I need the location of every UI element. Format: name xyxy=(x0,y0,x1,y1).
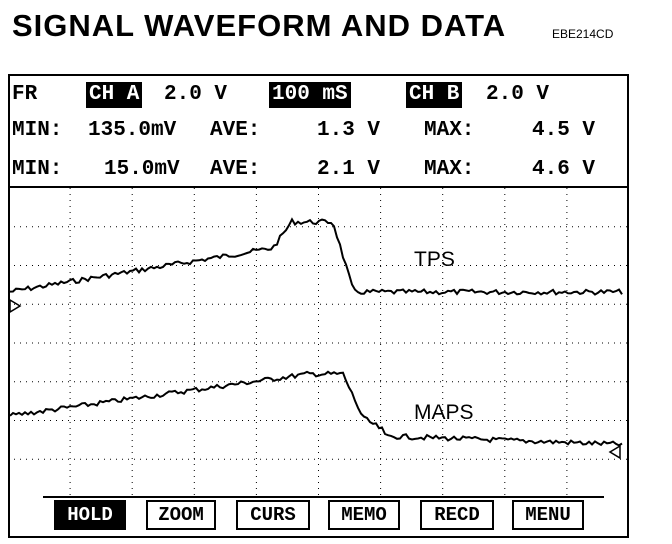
ch-b-max-label: MAX: xyxy=(424,158,475,181)
ch-b-ave-value: 2.1 V xyxy=(317,158,381,181)
ch-a-max-value: 4.5 V xyxy=(532,119,596,142)
hold-button[interactable]: HOLD xyxy=(54,500,126,530)
maps-trace xyxy=(9,370,623,447)
ch-b-label[interactable]: CH B xyxy=(406,82,463,108)
ch-a-scale: 2.0 V xyxy=(164,83,228,106)
ch-b-scale: 2.0 V xyxy=(486,83,550,106)
tps-label: TPS xyxy=(414,248,455,271)
figure-code: EBE214CD xyxy=(552,27,614,41)
tps-trace xyxy=(9,217,623,296)
header-separator xyxy=(8,186,629,188)
mode-indicator: FR xyxy=(12,83,38,106)
ch-a-ave-value: 1.3 V xyxy=(317,119,381,142)
ch-a-min-label: MIN: xyxy=(12,119,63,142)
page-title: SIGNAL WAVEFORM AND DATA xyxy=(12,8,507,43)
zoom-button[interactable]: ZOOM xyxy=(146,500,216,530)
ch-b-max-value: 4.6 V xyxy=(532,158,596,181)
waveform-display xyxy=(8,188,629,498)
ch-b-ave-label: AVE: xyxy=(210,158,261,181)
timebase[interactable]: 100 mS xyxy=(269,82,351,108)
softkey-bar xyxy=(43,496,604,538)
ch-a-min-value: 135.0mV xyxy=(88,119,177,142)
memo-button[interactable]: MEMO xyxy=(328,500,400,530)
recd-button[interactable]: RECD xyxy=(420,500,494,530)
curs-button[interactable]: CURS xyxy=(236,500,310,530)
ch-a-label[interactable]: CH A xyxy=(86,82,143,108)
menu-button[interactable]: MENU xyxy=(512,500,584,530)
ch-b-min-value: 15.0mV xyxy=(104,158,180,181)
maps-label: MAPS xyxy=(414,401,474,424)
ch-a-ave-label: AVE: xyxy=(210,119,261,142)
ch-b-min-label: MIN: xyxy=(12,158,63,181)
scope-screen xyxy=(8,74,629,538)
ch-a-max-label: MAX: xyxy=(424,119,475,142)
ch-b-marker-icon xyxy=(608,444,621,460)
ch-a-marker-icon xyxy=(9,298,22,314)
grid-lines xyxy=(8,188,629,498)
